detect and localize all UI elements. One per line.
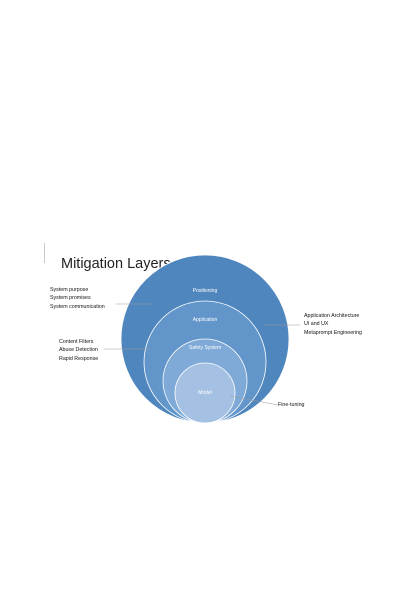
annotation-line: Rapid Response: [59, 355, 99, 362]
leader-line-model: [229, 395, 279, 406]
annotation-line: System purpose: [50, 287, 89, 293]
application-annotation: Application Architecture UI and UX Metap…: [304, 312, 362, 337]
annotation-line: System communication: [50, 303, 105, 310]
annotation-line: Fine-tuning: [278, 402, 305, 408]
annotation-line: Abuse Detection: [59, 347, 98, 354]
application-label: Application: [192, 317, 218, 323]
model-layer: [174, 362, 236, 424]
annotation-line: Application Architecture: [304, 313, 360, 319]
annotation-line: System promises: [50, 295, 91, 302]
positioning-label: Positioning: [192, 288, 218, 294]
model-label: Model: [198, 390, 212, 396]
safety-system-label: Safety System: [188, 345, 222, 351]
model-annotation: Fine-tuning: [278, 401, 305, 409]
annotation-line: Metaprompt Engineering: [304, 329, 363, 336]
slide-left-edge: [44, 243, 45, 263]
page-title: Mitigation Layers: [61, 256, 171, 272]
annotation-line: Content Filters: [59, 339, 94, 345]
annotation-line: UI and UX: [304, 321, 329, 328]
positioning-annotation: System purpose System promises System co…: [50, 286, 105, 311]
safety-system-annotation: Content Filters Abuse Detection Rapid Re…: [59, 338, 98, 363]
